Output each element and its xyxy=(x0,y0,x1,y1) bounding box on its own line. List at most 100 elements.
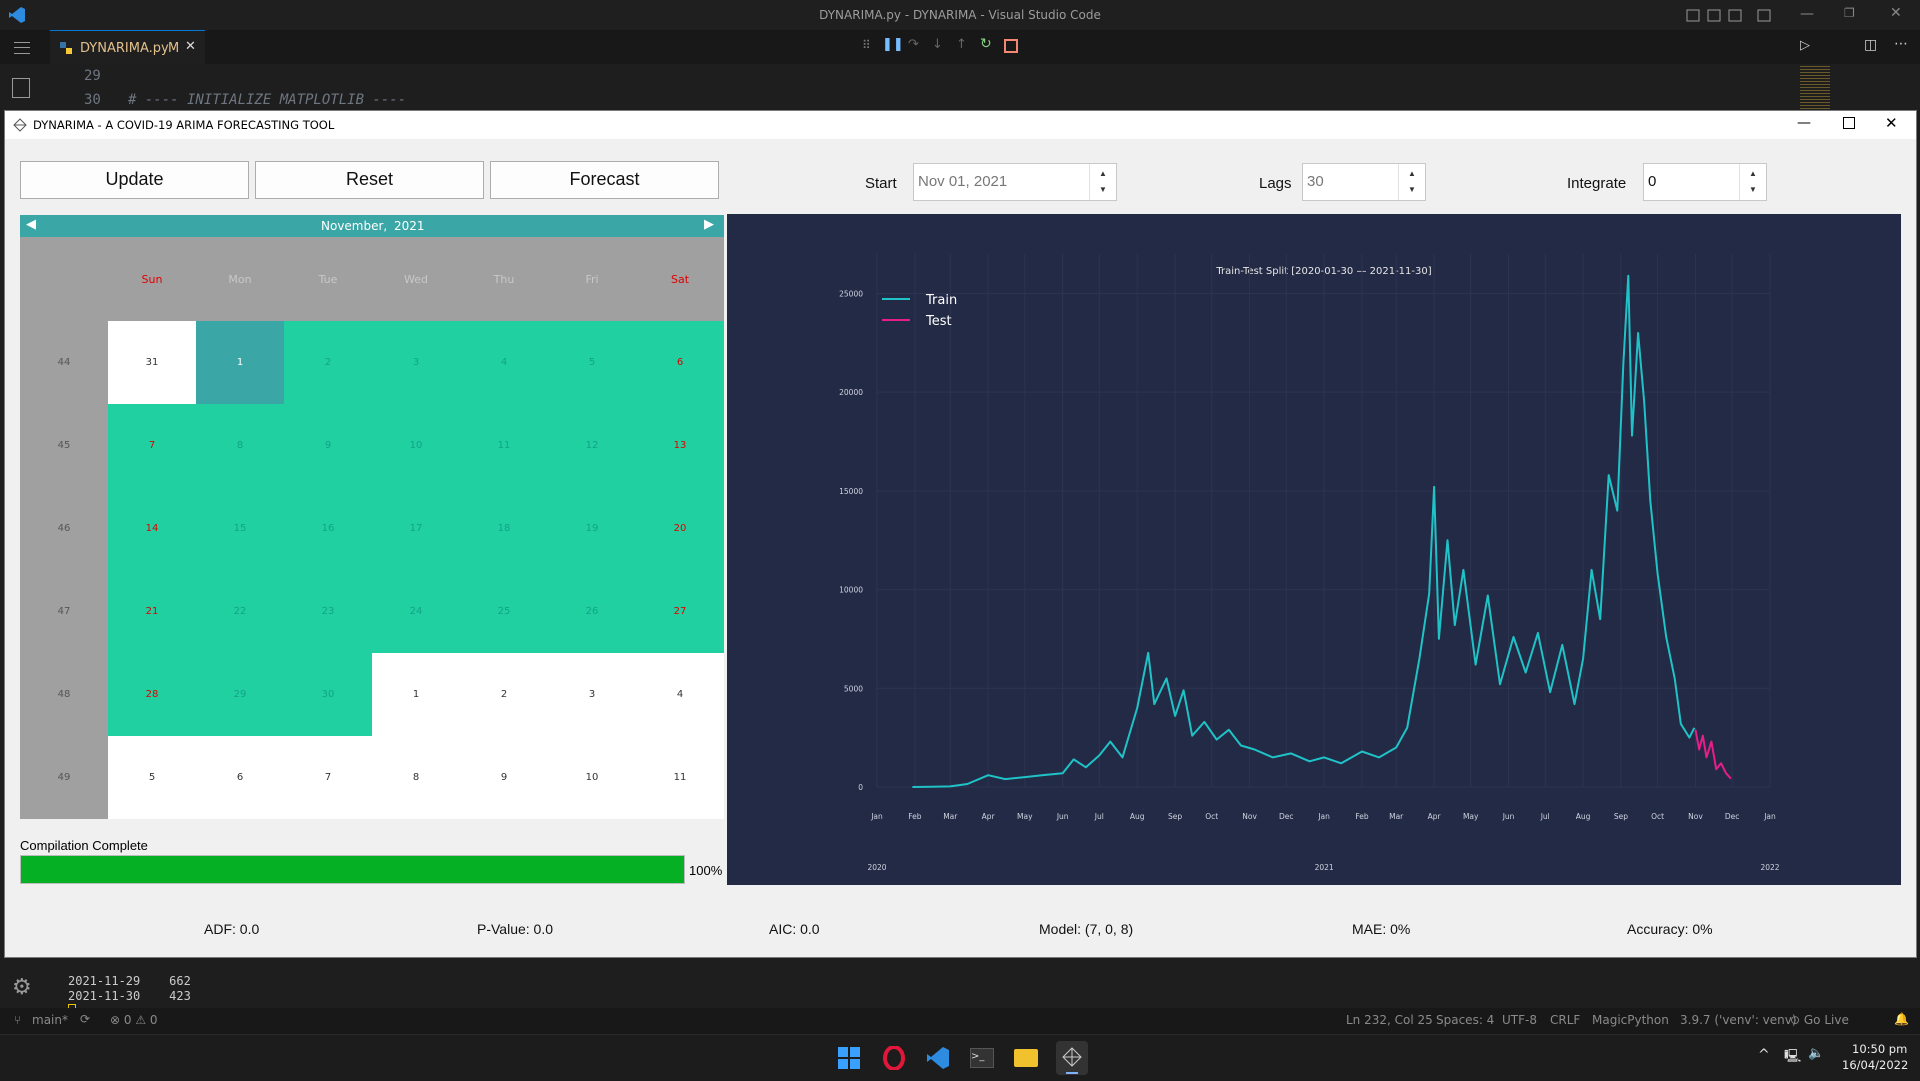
calendar-year[interactable]: 2021 xyxy=(394,219,425,233)
calendar-day[interactable]: 11 xyxy=(636,736,724,819)
calendar-day[interactable]: 29 xyxy=(196,653,284,736)
update-button[interactable]: Update xyxy=(20,161,249,199)
calendar-day[interactable]: 12 xyxy=(548,404,636,487)
calendar-day[interactable]: 16 xyxy=(284,487,372,570)
calendar-day[interactable]: 8 xyxy=(196,404,284,487)
file-explorer-icon[interactable] xyxy=(1014,1049,1038,1067)
status-position[interactable]: Ln 232, Col 25 xyxy=(1346,1013,1433,1027)
calendar-day[interactable]: 5 xyxy=(108,736,196,819)
menu-icon[interactable] xyxy=(14,42,30,54)
stop-icon[interactable] xyxy=(1004,39,1018,53)
calendar-day[interactable]: 24 xyxy=(372,570,460,653)
calendar-day[interactable]: 11 xyxy=(460,404,548,487)
calendar-day[interactable]: 27 xyxy=(636,570,724,653)
start-date-input[interactable]: Nov 01, 2021 ▲ ▼ xyxy=(913,163,1117,201)
network-icon[interactable]: 🖳 xyxy=(1784,1049,1802,1064)
forecast-button[interactable]: Forecast xyxy=(490,161,719,199)
app-close-button[interactable]: ✕ xyxy=(1885,114,1898,132)
calendar-day[interactable]: 4 xyxy=(636,653,724,736)
terminal-taskbar-icon[interactable]: >_ xyxy=(970,1048,994,1068)
run-icon[interactable]: ▷ xyxy=(1800,38,1810,53)
pause-icon[interactable]: ❚❚ xyxy=(882,37,904,52)
calendar-day[interactable]: 5 xyxy=(548,321,636,404)
calendar-day[interactable]: 4 xyxy=(460,321,548,404)
integrate-stepper[interactable]: ▲ ▼ xyxy=(1739,164,1766,200)
calendar-day[interactable]: 1 xyxy=(196,321,284,404)
calendar-day[interactable]: 31 xyxy=(108,321,196,404)
calendar-day[interactable]: 21 xyxy=(108,570,196,653)
settings-gear-icon[interactable]: ⚙ xyxy=(12,975,32,1000)
calendar-day[interactable]: 3 xyxy=(548,653,636,736)
prev-month-arrow-icon[interactable]: ◀ xyxy=(26,217,36,232)
python-app-taskbar-icon[interactable] xyxy=(1056,1041,1088,1075)
calendar-day[interactable]: 8 xyxy=(372,736,460,819)
status-interpreter[interactable]: 3.9.7 ('venv': venv) xyxy=(1680,1013,1797,1027)
opera-browser-icon[interactable] xyxy=(882,1046,906,1070)
calendar-day[interactable]: 9 xyxy=(460,736,548,819)
explorer-icon[interactable] xyxy=(12,78,30,98)
step-into-icon[interactable]: ↓ xyxy=(932,37,943,52)
app-minimize-button[interactable]: — xyxy=(1797,115,1811,131)
minimap[interactable] xyxy=(1800,64,1830,110)
integrate-input[interactable]: 0 ▲ ▼ xyxy=(1643,163,1767,201)
next-month-arrow-icon[interactable]: ▶ xyxy=(704,217,714,232)
restart-icon[interactable]: ↻ xyxy=(980,36,992,52)
calendar-day[interactable]: 3 xyxy=(372,321,460,404)
calendar-day[interactable]: 1 xyxy=(372,653,460,736)
drag-handle-icon[interactable]: ⠿ xyxy=(862,38,871,52)
calendar-day[interactable]: 10 xyxy=(372,404,460,487)
calendar-day[interactable]: 25 xyxy=(460,570,548,653)
lags-stepper[interactable]: ▲ ▼ xyxy=(1398,164,1425,200)
calendar-day[interactable]: 7 xyxy=(108,404,196,487)
calendar-month[interactable]: November, xyxy=(321,219,388,233)
problems-indicator[interactable]: ⊗ 0 ⚠ 0 xyxy=(110,1013,158,1027)
tab-close-icon[interactable]: ✕ xyxy=(185,39,196,54)
lags-input[interactable]: 30 ▲ ▼ xyxy=(1302,163,1426,201)
go-live-button[interactable]: ⊙ Go Live xyxy=(1790,1013,1849,1027)
notifications-bell-icon[interactable]: 🔔 xyxy=(1894,1012,1909,1026)
calendar-day[interactable]: 15 xyxy=(196,487,284,570)
calendar-day[interactable]: 18 xyxy=(460,487,548,570)
calendar-day[interactable]: 23 xyxy=(284,570,372,653)
calendar-day[interactable]: 6 xyxy=(636,321,724,404)
reset-button[interactable]: Reset xyxy=(255,161,484,199)
editor-tab[interactable]: DYNARIMA.py M ✕ xyxy=(50,30,205,65)
branch-name[interactable]: main* xyxy=(32,1013,68,1027)
clock-time[interactable]: 10:50 pm xyxy=(1852,1042,1908,1056)
calendar-day[interactable]: 9 xyxy=(284,404,372,487)
calendar-day[interactable]: 19 xyxy=(548,487,636,570)
tray-chevron-icon[interactable]: ^ xyxy=(1758,1047,1770,1063)
restore-button[interactable]: ❐ xyxy=(1844,6,1855,20)
calendar-day[interactable]: 22 xyxy=(196,570,284,653)
app-maximize-button[interactable] xyxy=(1843,117,1855,129)
calendar-day[interactable]: 7 xyxy=(284,736,372,819)
status-encoding[interactable]: UTF-8 xyxy=(1502,1013,1537,1027)
more-actions-icon[interactable]: ⋯ xyxy=(1894,36,1908,52)
minimize-button[interactable]: — xyxy=(1800,6,1814,22)
step-out-icon[interactable]: ↑ xyxy=(956,37,967,52)
calendar-day[interactable]: 10 xyxy=(548,736,636,819)
calendar-day[interactable]: 6 xyxy=(196,736,284,819)
calendar-day[interactable]: 2 xyxy=(284,321,372,404)
layout-toggle-icons[interactable] xyxy=(1686,8,1776,22)
clock-date[interactable]: 16/04/2022 xyxy=(1842,1058,1909,1072)
start-date-stepper[interactable]: ▲ ▼ xyxy=(1089,164,1116,200)
calendar-day[interactable]: 26 xyxy=(548,570,636,653)
vscode-taskbar-icon[interactable] xyxy=(926,1046,950,1070)
sync-icon[interactable]: ⟳ xyxy=(80,1012,91,1026)
calendar-day[interactable]: 28 xyxy=(108,653,196,736)
calendar-day[interactable]: 17 xyxy=(372,487,460,570)
calendar-day[interactable]: 30 xyxy=(284,653,372,736)
status-eol[interactable]: CRLF xyxy=(1550,1013,1581,1027)
close-button[interactable]: ✕ xyxy=(1890,5,1902,21)
status-language[interactable]: MagicPython xyxy=(1592,1013,1669,1027)
calendar-day[interactable]: 2 xyxy=(460,653,548,736)
step-over-icon[interactable]: ↷ xyxy=(908,37,919,52)
volume-icon[interactable]: 🔈 xyxy=(1808,1046,1825,1061)
windows-start-icon[interactable] xyxy=(838,1047,860,1069)
calendar-day[interactable]: 13 xyxy=(636,404,724,487)
calendar-day[interactable]: 14 xyxy=(108,487,196,570)
calendar-day[interactable]: 20 xyxy=(636,487,724,570)
branch-icon[interactable]: ⑂ xyxy=(14,1013,22,1027)
status-spaces[interactable]: Spaces: 4 xyxy=(1436,1013,1495,1027)
